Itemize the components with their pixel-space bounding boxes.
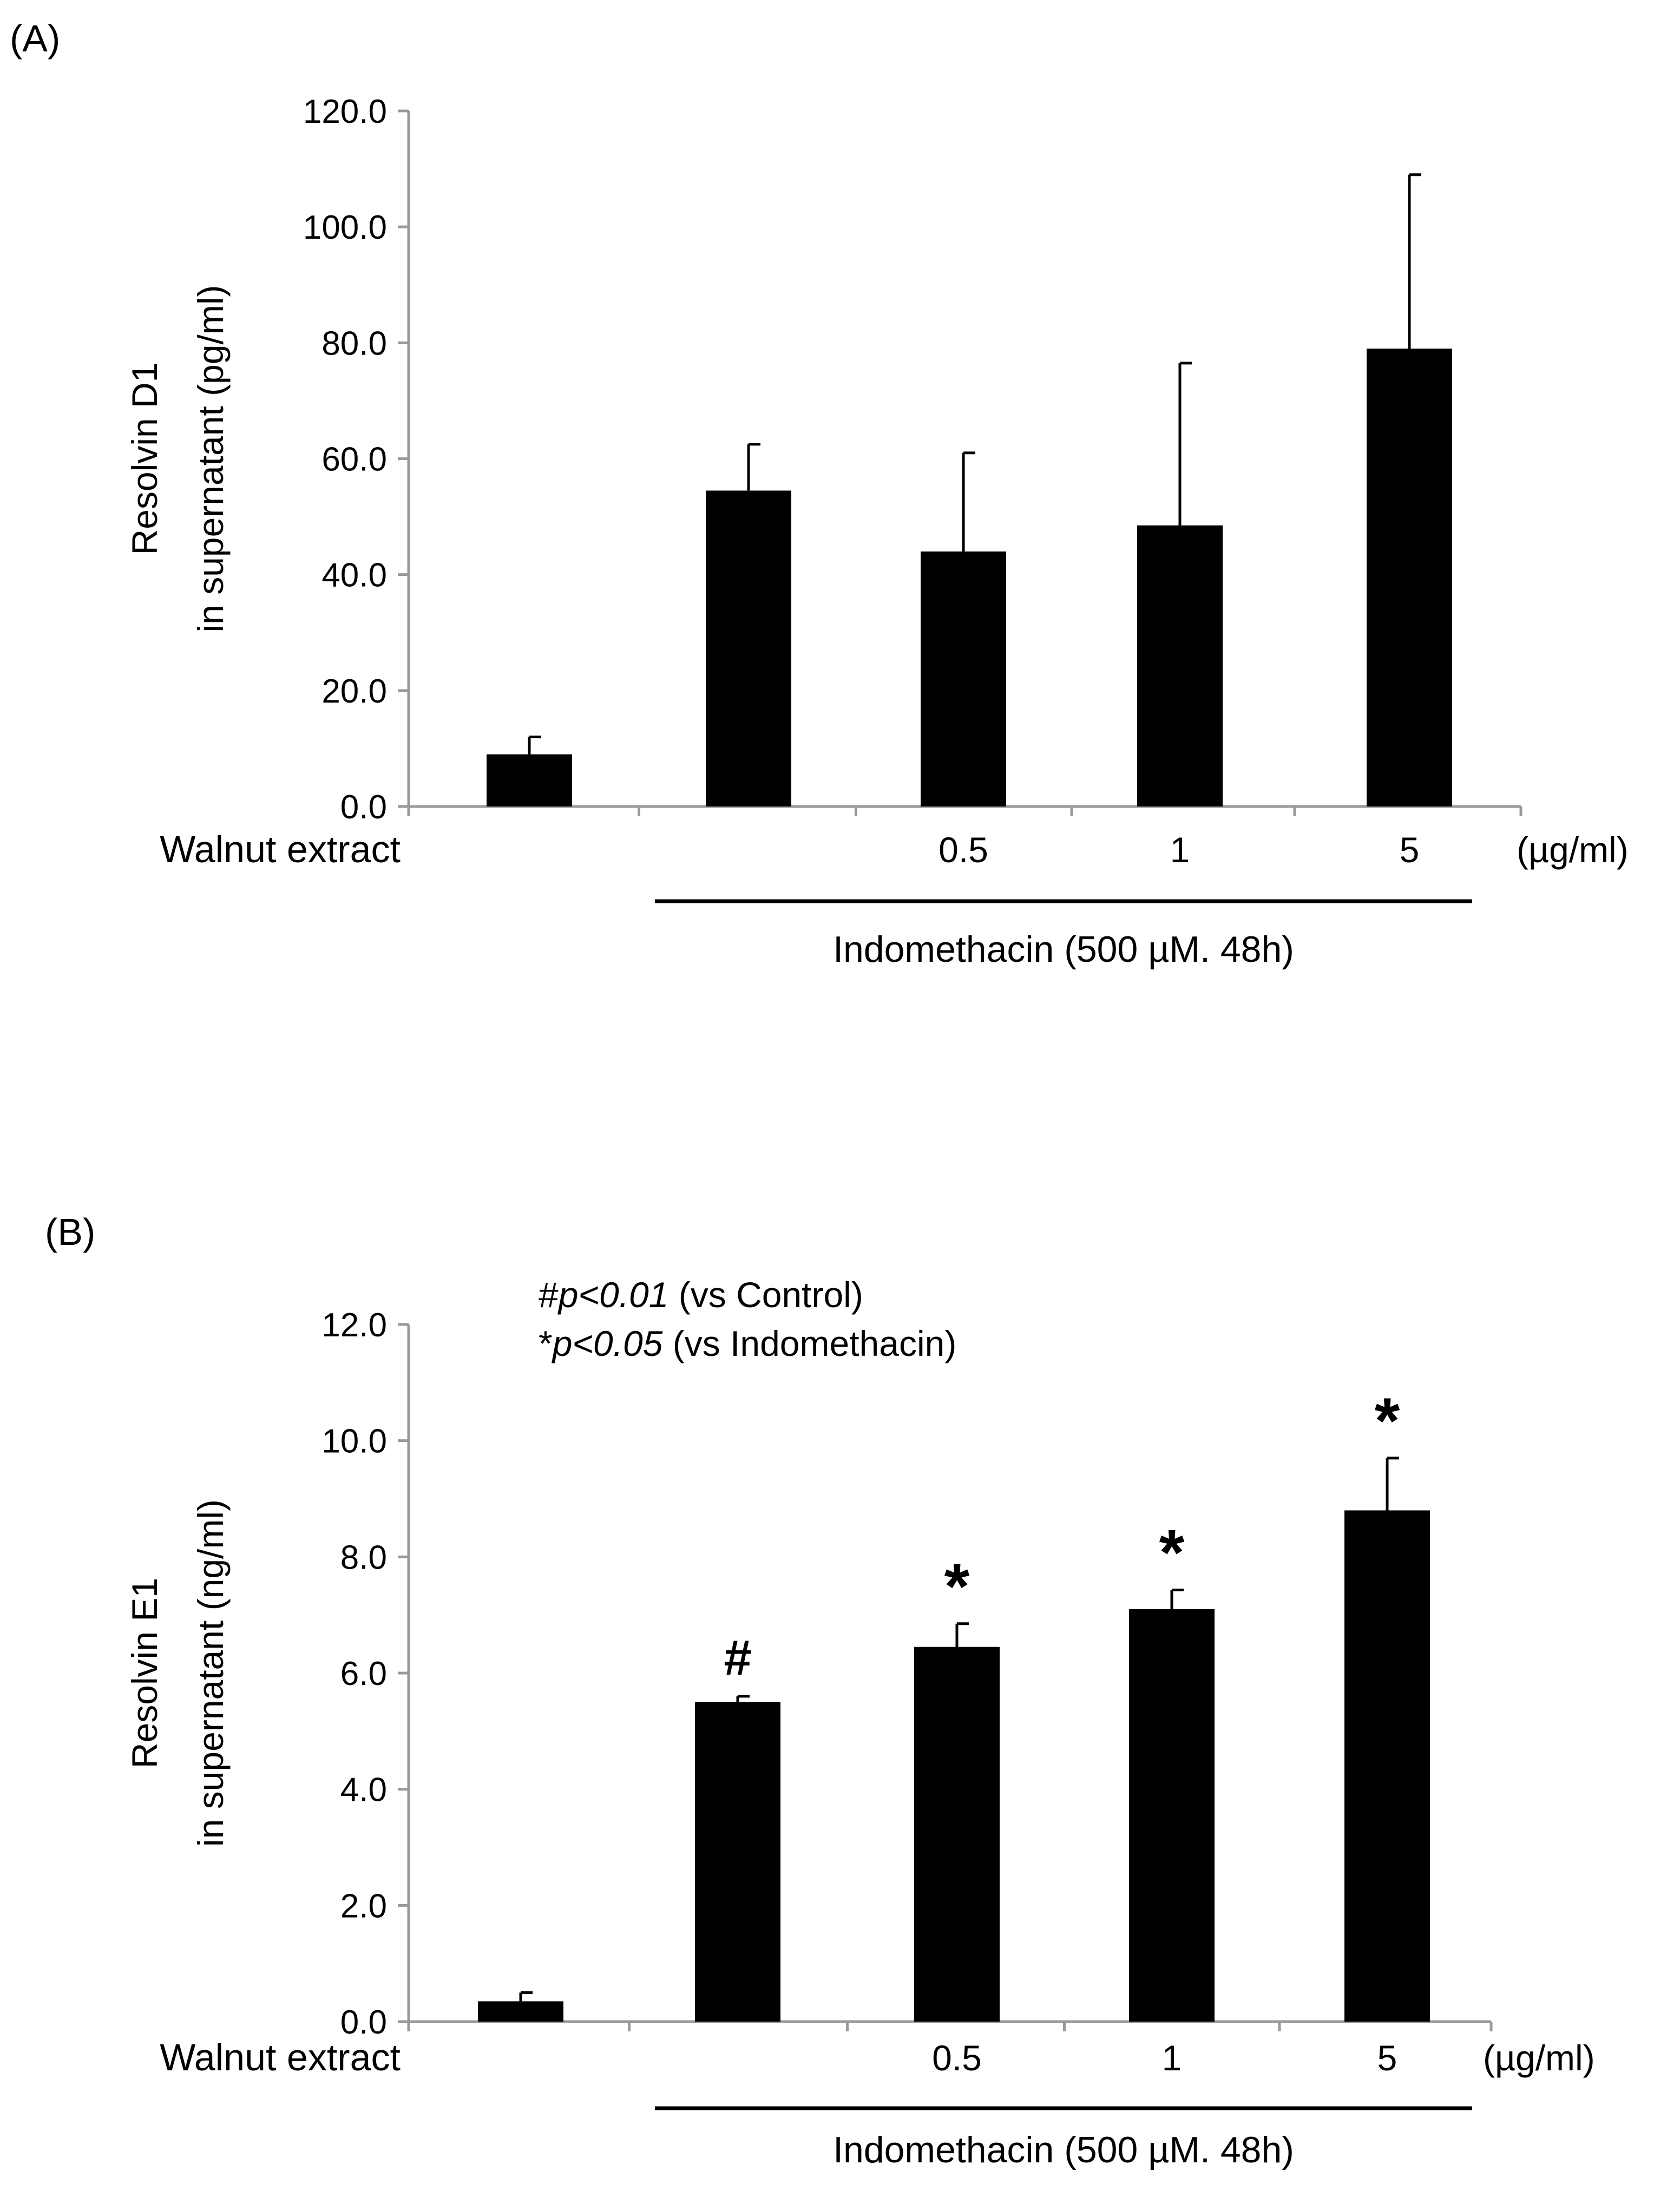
unit-label: (µg/ml) <box>1517 830 1629 870</box>
significance-marker: # <box>724 1630 751 1686</box>
significance-legend: *p<0.05 (vs Indomethacin) <box>539 1323 956 1363</box>
significance-legend: #p<0.01 (vs Control) <box>539 1275 863 1315</box>
y-tick-label: 60.0 <box>321 441 387 478</box>
y-tick-label: 2.0 <box>340 1887 387 1925</box>
y-axis-label-line1: Resolvin D1 <box>124 363 165 555</box>
y-tick-label: 8.0 <box>340 1539 387 1576</box>
panel-label: (A) <box>10 17 60 60</box>
y-tick-label: 10.0 <box>321 1423 387 1460</box>
panel-label: (B) <box>45 1211 95 1253</box>
legend-symbol: * <box>539 1323 553 1363</box>
y-axis-label-line2: in supernatant (ng/ml) <box>191 1499 231 1847</box>
legend-comparison: (vs Indomethacin) <box>662 1323 956 1363</box>
panel-b: (B) 0.0 2.0 4.0 6.0 8.0 10.0 12.0 Resolvin E1 in … <box>45 1211 1595 2170</box>
bar <box>706 490 791 806</box>
y-tick-label: 20.0 <box>321 673 387 710</box>
bar <box>1367 349 1452 806</box>
panel-a: (A) 0.0 20.0 40.0 60.0 80.0 100.0 120.0 Resolvin… <box>10 17 1629 970</box>
bar <box>921 551 1006 806</box>
bar <box>1344 1510 1430 2022</box>
y-tick-label: 12.0 <box>321 1307 387 1344</box>
bar <box>1129 1609 1215 2022</box>
dose-label: 1 <box>1162 2038 1182 2078</box>
y-tick-label: 120.0 <box>303 93 387 130</box>
significance-marker: * <box>1375 1385 1400 1457</box>
legend-p-value: p<0.01 <box>557 1275 669 1315</box>
x-row-label: Walnut extract <box>160 828 401 870</box>
bar <box>478 2001 563 2022</box>
y-tick-label: 0.0 <box>340 789 387 826</box>
dose-label: 1 <box>1170 830 1190 870</box>
y-axis-label-line1: Resolvin E1 <box>124 1578 165 1768</box>
unit-label: (µg/ml) <box>1483 2038 1595 2078</box>
bar <box>487 754 572 806</box>
y-tick-label: 6.0 <box>340 1655 387 1693</box>
significance-marker: * <box>944 1550 970 1623</box>
bar <box>695 1702 780 2022</box>
y-tick-label: 40.0 <box>321 557 387 594</box>
indomethacin-label: Indomethacin (500 µM. 48h) <box>833 929 1294 970</box>
dose-label: 0.5 <box>932 2038 982 2078</box>
y-axis-label-line2: in supernatant (pg/ml) <box>191 285 231 633</box>
y-tick-label: 4.0 <box>340 1772 387 1809</box>
legend-comparison: (vs Control) <box>668 1275 863 1315</box>
dose-label: 0.5 <box>939 830 988 870</box>
indomethacin-label: Indomethacin (500 µM. 48h) <box>833 2129 1294 2170</box>
bar <box>1137 525 1223 806</box>
significance-marker: * <box>1159 1517 1185 1589</box>
x-row-label: Walnut extract <box>160 2036 401 2078</box>
dose-label: 5 <box>1400 830 1420 870</box>
dose-label: 5 <box>1377 2038 1397 2078</box>
y-tick-label: 80.0 <box>321 325 387 362</box>
legend-p-value: p<0.05 <box>552 1323 663 1363</box>
y-tick-label: 0.0 <box>340 2004 387 2041</box>
legend-symbol: # <box>539 1275 559 1315</box>
y-tick-label: 100.0 <box>303 209 387 246</box>
bar <box>914 1647 1000 2022</box>
